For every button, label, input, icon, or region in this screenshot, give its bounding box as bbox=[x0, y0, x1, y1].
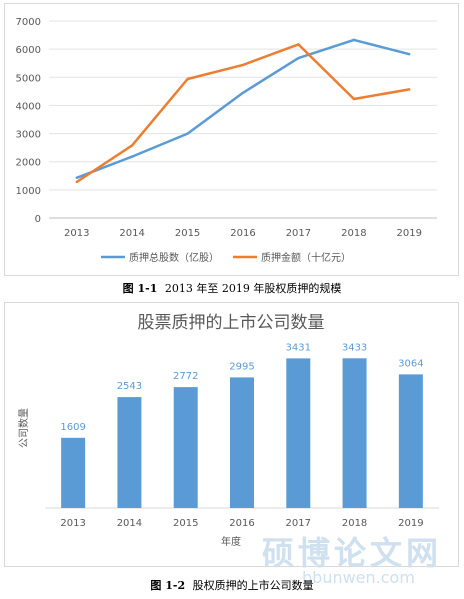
bar-2019 bbox=[398, 374, 423, 508]
data-point-1 bbox=[408, 53, 411, 56]
x-axis-title: 年度 bbox=[221, 535, 241, 548]
bar-2014 bbox=[117, 397, 142, 508]
y-axis-title: 公司数量 bbox=[17, 408, 30, 448]
x-tick-label: 2018 bbox=[341, 228, 366, 239]
data-point-2 bbox=[297, 43, 300, 46]
x-tick-label: 2013 bbox=[64, 228, 89, 239]
bar-chart: 股票质押的上市公司数量 1609 2013 2543 2014 2772 2015 2995 2… bbox=[17, 313, 439, 548]
figure-1-text: 2013 年至 2019 年股权质押的规模 bbox=[164, 282, 342, 295]
data-point-2 bbox=[186, 77, 189, 81]
data-point-1 bbox=[352, 38, 356, 42]
data-label: 2772 bbox=[173, 371, 198, 382]
data-point-2 bbox=[75, 180, 78, 184]
line-chart: 0 1000 2000 3000 4000 5000 6000 7000 2013 2014 201… bbox=[16, 17, 437, 264]
x-tick-label: 2015 bbox=[175, 228, 200, 239]
data-point-2 bbox=[130, 144, 134, 147]
y-tick-label: 7000 bbox=[16, 17, 41, 28]
data-point-1 bbox=[297, 56, 300, 60]
data-point-2 bbox=[241, 63, 245, 67]
data-label: 3064 bbox=[398, 358, 423, 369]
figure-2-caption: 图 1-2 股权质押的上市公司数量 bbox=[0, 577, 464, 593]
data-label: 3433 bbox=[342, 342, 367, 353]
figure-2-text: 股权质押的上市公司数量 bbox=[192, 579, 314, 592]
y-tick-label: 6000 bbox=[16, 45, 41, 56]
chart-2-panel: 股票质押的上市公司数量 1609 2013 2543 2014 2772 2015 2995 2… bbox=[4, 302, 459, 567]
figure-1-caption: 图 1-1 2013 年至 2019 年股权质押的规模 bbox=[0, 280, 464, 296]
bar-2013 bbox=[61, 437, 86, 508]
y-tick-label: 2000 bbox=[16, 158, 41, 169]
chart-title: 股票质押的上市公司数量 bbox=[138, 313, 325, 333]
data-point-1 bbox=[186, 132, 189, 135]
x-tick-label: 2015 bbox=[173, 518, 198, 529]
watermark: 硕博论文网 bbunwen.com bbox=[262, 528, 452, 590]
data-point-1 bbox=[130, 155, 134, 158]
bar-2015 bbox=[173, 387, 198, 508]
x-tick-label: 2013 bbox=[60, 518, 85, 529]
legend-label-1: 质押总股数（亿股） bbox=[129, 251, 219, 264]
bar-2016 bbox=[230, 377, 254, 508]
bar-2018 bbox=[342, 358, 367, 508]
x-tick-label: 2014 bbox=[117, 518, 142, 529]
chart-1-panel: 0 1000 2000 3000 4000 5000 6000 7000 2013 2014 201… bbox=[4, 3, 459, 276]
x-tick-label: 2014 bbox=[119, 228, 144, 239]
data-label: 3431 bbox=[286, 342, 311, 353]
y-tick-label: 1000 bbox=[16, 186, 41, 197]
x-tick-label: 2016 bbox=[229, 518, 254, 529]
data-label: 1609 bbox=[60, 422, 85, 433]
data-point-2 bbox=[352, 97, 356, 101]
watermark-text: 硕博论文网 bbox=[262, 534, 443, 572]
figure-1-label: 图 1-1 bbox=[122, 282, 158, 295]
x-tick-label: 2017 bbox=[286, 228, 311, 239]
data-label: 2543 bbox=[117, 381, 142, 392]
y-tick-label: 4000 bbox=[16, 101, 41, 112]
data-label: 2995 bbox=[229, 361, 254, 372]
figure-2-label: 图 1-2 bbox=[150, 579, 186, 592]
legend-label-2: 质押金额（十亿元） bbox=[261, 251, 351, 264]
data-point-1 bbox=[241, 91, 245, 94]
data-point-2 bbox=[408, 88, 411, 91]
x-tick-label: 2017 bbox=[286, 518, 311, 529]
x-tick-label: 2016 bbox=[230, 228, 255, 239]
series-line-1 bbox=[76, 38, 410, 179]
x-tick-label: 2018 bbox=[342, 518, 367, 529]
data-point-1 bbox=[75, 176, 78, 179]
x-tick-label: 2019 bbox=[398, 518, 423, 529]
watermark-url: bbunwen.com bbox=[302, 568, 415, 587]
y-tick-label: 5000 bbox=[16, 73, 41, 84]
y-tick-label: 0 bbox=[35, 214, 41, 225]
bar-2017 bbox=[286, 358, 311, 508]
x-tick-label: 2019 bbox=[397, 228, 422, 239]
y-tick-label: 3000 bbox=[16, 130, 41, 141]
